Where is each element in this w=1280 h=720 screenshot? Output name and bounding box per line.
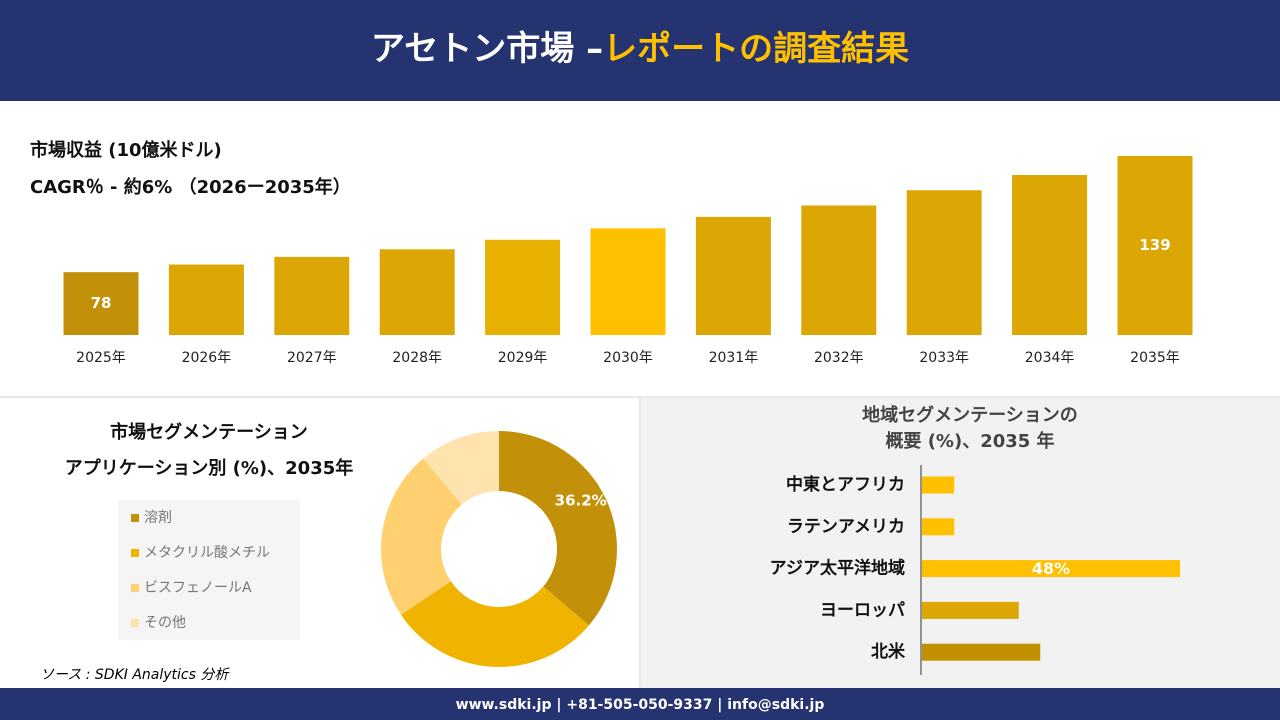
x-tick-label: 2034年 [1025,350,1075,366]
bar [274,256,350,335]
title-white: アセトン市場 – [371,29,603,69]
chart-title: 地域セグメンテーションの [862,404,1078,426]
legend-swatch [131,514,139,522]
x-tick-label: 2028年 [392,350,442,366]
data-label: 36.2% [555,492,607,510]
legend-label: その他 [144,615,186,631]
bar [801,205,877,335]
data-label: 78 [91,294,112,312]
bar [906,190,982,335]
x-tick-label: 2025年 [76,350,126,366]
x-tick-label: 2032年 [814,350,864,366]
x-tick-label: 2031年 [709,350,759,366]
x-tick-label: 2026年 [182,350,232,366]
bar [1012,175,1088,335]
x-tick-label: 2035年 [1130,350,1180,366]
chart-title: 市場セグメンテーション [110,421,308,443]
bar [922,560,1180,578]
x-tick-label: 2029年 [498,350,548,366]
data-label: 139 [1139,236,1170,254]
donut-slice [423,431,499,505]
chart-subtitle: アプリケーション別 (%)、2035年 [65,457,354,479]
bar [590,228,666,335]
title-yellow: レポートの調査結果 [603,29,909,69]
bar [922,518,955,536]
donut-slice [499,431,617,626]
bar [922,476,955,494]
region-panel [641,398,1280,688]
bar [379,249,455,335]
y-tick-label: 北米 [871,641,906,662]
legend-swatch [131,584,139,592]
chart-title: 市場収益 (10億米ドル) [30,139,222,161]
legend-swatch [131,549,139,557]
bar [922,643,1041,661]
chart-subtitle: 概要 (%)、2035 年 [885,430,1054,452]
bar [695,216,771,335]
y-tick-label: ヨーロッパ [820,600,905,620]
y-tick-label: 中東とアフリカ [786,474,905,495]
data-label: 48% [1032,559,1070,578]
header-band [0,0,1280,101]
source-note: ソース : SDKI Analytics 分析 [40,667,230,683]
legend-label: メタクリル酸メチル [144,545,270,561]
legend-label: 溶剤 [144,510,172,526]
y-tick-label: アジア太平洋地域 [770,558,905,579]
footer-band [0,688,1280,720]
bar [63,272,139,335]
bar [485,239,561,335]
bar [1117,155,1193,335]
chart-subtitle: CAGR％ - 約6% （2026ー2035年） [30,176,351,198]
bar [922,601,1019,619]
legend-box [118,500,300,640]
donut-slice [400,581,589,667]
bar [168,264,244,335]
legend-label: ビスフェノールA [144,580,252,596]
x-tick-label: 2030年 [603,350,653,366]
legend-swatch [131,619,139,627]
donut-slice [381,458,462,615]
header-title: アセトン市場 –レポートの調査結果 [371,29,909,69]
footer-contact: www.sdki.jp | +81-505-050-9337 | info@sd… [456,697,825,713]
x-tick-label: 2033年 [919,350,969,366]
x-tick-label: 2027年 [287,350,337,366]
y-tick-label: ラテンアメリカ [787,517,905,537]
